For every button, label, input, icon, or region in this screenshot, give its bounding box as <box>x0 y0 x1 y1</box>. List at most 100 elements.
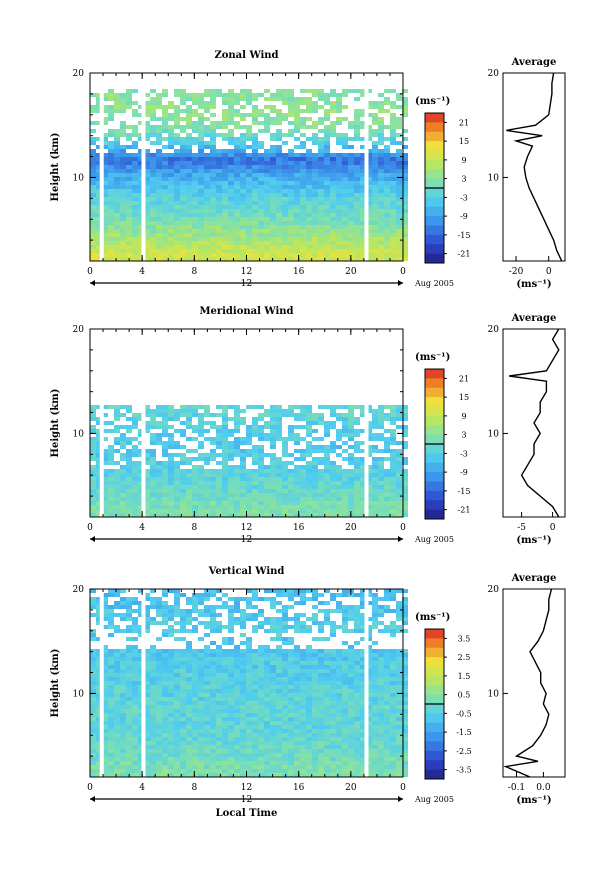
heatmap-cell <box>294 729 300 733</box>
heatmap-cell <box>204 245 210 249</box>
heatmap-cell <box>192 765 198 769</box>
heatmap-cell <box>216 253 222 257</box>
heatmap-cell <box>162 93 168 97</box>
heatmap-cell <box>288 489 294 493</box>
heatmap-cell <box>270 165 276 169</box>
heatmap-cell <box>390 717 396 721</box>
heatmap-cell <box>312 121 318 125</box>
heatmap-cell <box>120 229 126 233</box>
heatmap-cell <box>180 773 186 777</box>
heatmap-cell <box>126 197 132 201</box>
heatmap-cell <box>138 433 144 437</box>
heatmap-cell <box>192 737 198 741</box>
heatmap-cell <box>222 237 228 241</box>
heatmap-cell <box>144 461 150 465</box>
heatmap-cell <box>102 209 108 213</box>
heatmap-cell <box>354 681 360 685</box>
heatmap-cell <box>276 769 282 773</box>
heatmap-cell <box>390 729 396 733</box>
heatmap-cell <box>276 701 282 705</box>
heatmap-cell <box>354 481 360 485</box>
heatmap-cell <box>108 189 114 193</box>
heatmap-cell <box>312 689 318 693</box>
heatmap-cell <box>162 461 168 465</box>
heatmap-cell <box>120 717 126 721</box>
heatmap-cell <box>192 201 198 205</box>
heatmap-cell <box>216 165 222 169</box>
heatmap-cell <box>324 433 330 437</box>
heatmap-cell <box>342 513 348 517</box>
heatmap-cell <box>366 249 372 253</box>
heatmap-cell <box>318 221 324 225</box>
heatmap-cell <box>360 157 366 161</box>
heatmap-cell <box>354 773 360 777</box>
heatmap-cell <box>288 741 294 745</box>
heatmap-cell <box>306 501 312 505</box>
heatmap-cell <box>282 749 288 753</box>
heatmap-cell <box>366 757 372 761</box>
heatmap-cell <box>270 437 276 441</box>
heatmap-cell <box>390 121 396 125</box>
heatmap-cell <box>294 481 300 485</box>
heatmap-cell <box>186 189 192 193</box>
heatmap-cell <box>132 673 138 677</box>
heatmap-cell <box>258 169 264 173</box>
heatmap-cell <box>288 221 294 225</box>
heatmap-cell <box>330 165 336 169</box>
heatmap-cell <box>306 733 312 737</box>
heatmap-cell <box>384 501 390 505</box>
heatmap-cell <box>114 157 120 161</box>
heatmap-cell <box>324 213 330 217</box>
heatmap-cell <box>318 237 324 241</box>
heatmap-cell <box>186 513 192 517</box>
heatmap-cell <box>300 453 306 457</box>
heatmap-cell <box>114 429 120 433</box>
heatmap-cell <box>186 489 192 493</box>
heatmap-cell <box>366 161 372 165</box>
heatmap-cell <box>180 153 186 157</box>
heatmap-cell <box>246 145 252 149</box>
heatmap-cell <box>216 745 222 749</box>
heatmap-cell <box>102 665 108 669</box>
heatmap-cell <box>306 225 312 229</box>
heatmap-cell <box>372 421 378 425</box>
heatmap-cell <box>258 201 264 205</box>
heatmap-cell <box>186 701 192 705</box>
heatmap-cell <box>300 713 306 717</box>
heatmap-cell <box>144 109 150 113</box>
heatmap-cell <box>132 201 138 205</box>
heatmap-cell <box>402 257 408 261</box>
heatmap-cell <box>402 245 408 249</box>
heatmap-cell <box>264 229 270 233</box>
heatmap-cell <box>360 681 366 685</box>
heatmap-cell <box>222 233 228 237</box>
heatmap-cell <box>132 225 138 229</box>
heatmap-cell <box>162 713 168 717</box>
heatmap-cell <box>138 209 144 213</box>
heatmap-cell <box>318 665 324 669</box>
heatmap-cell <box>396 741 402 745</box>
colorbar-tick-label: 3 <box>461 431 466 440</box>
heatmap-cell <box>204 429 210 433</box>
heatmap-cell <box>240 725 246 729</box>
heatmap-cell <box>168 741 174 745</box>
heatmap-cell <box>222 137 228 141</box>
heatmap-cell <box>294 233 300 237</box>
heatmap-cell <box>360 757 366 761</box>
heatmap-cell <box>102 165 108 169</box>
heatmap-cell <box>198 237 204 241</box>
heatmap-cell <box>378 449 384 453</box>
heatmap-cell <box>168 417 174 421</box>
heatmap-cell <box>360 89 366 93</box>
heatmap-cell <box>210 169 216 173</box>
heatmap-cell <box>132 741 138 745</box>
heatmap-cell <box>150 213 156 217</box>
heatmap-cell <box>102 413 108 417</box>
heatmap-cell <box>276 129 282 133</box>
heatmap-cell <box>378 229 384 233</box>
heatmap-cell <box>222 229 228 233</box>
heatmap-cell <box>228 245 234 249</box>
heatmap-cell <box>300 181 306 185</box>
colorbar-tick-label: 3 <box>461 175 466 184</box>
heatmap-cell <box>180 725 186 729</box>
